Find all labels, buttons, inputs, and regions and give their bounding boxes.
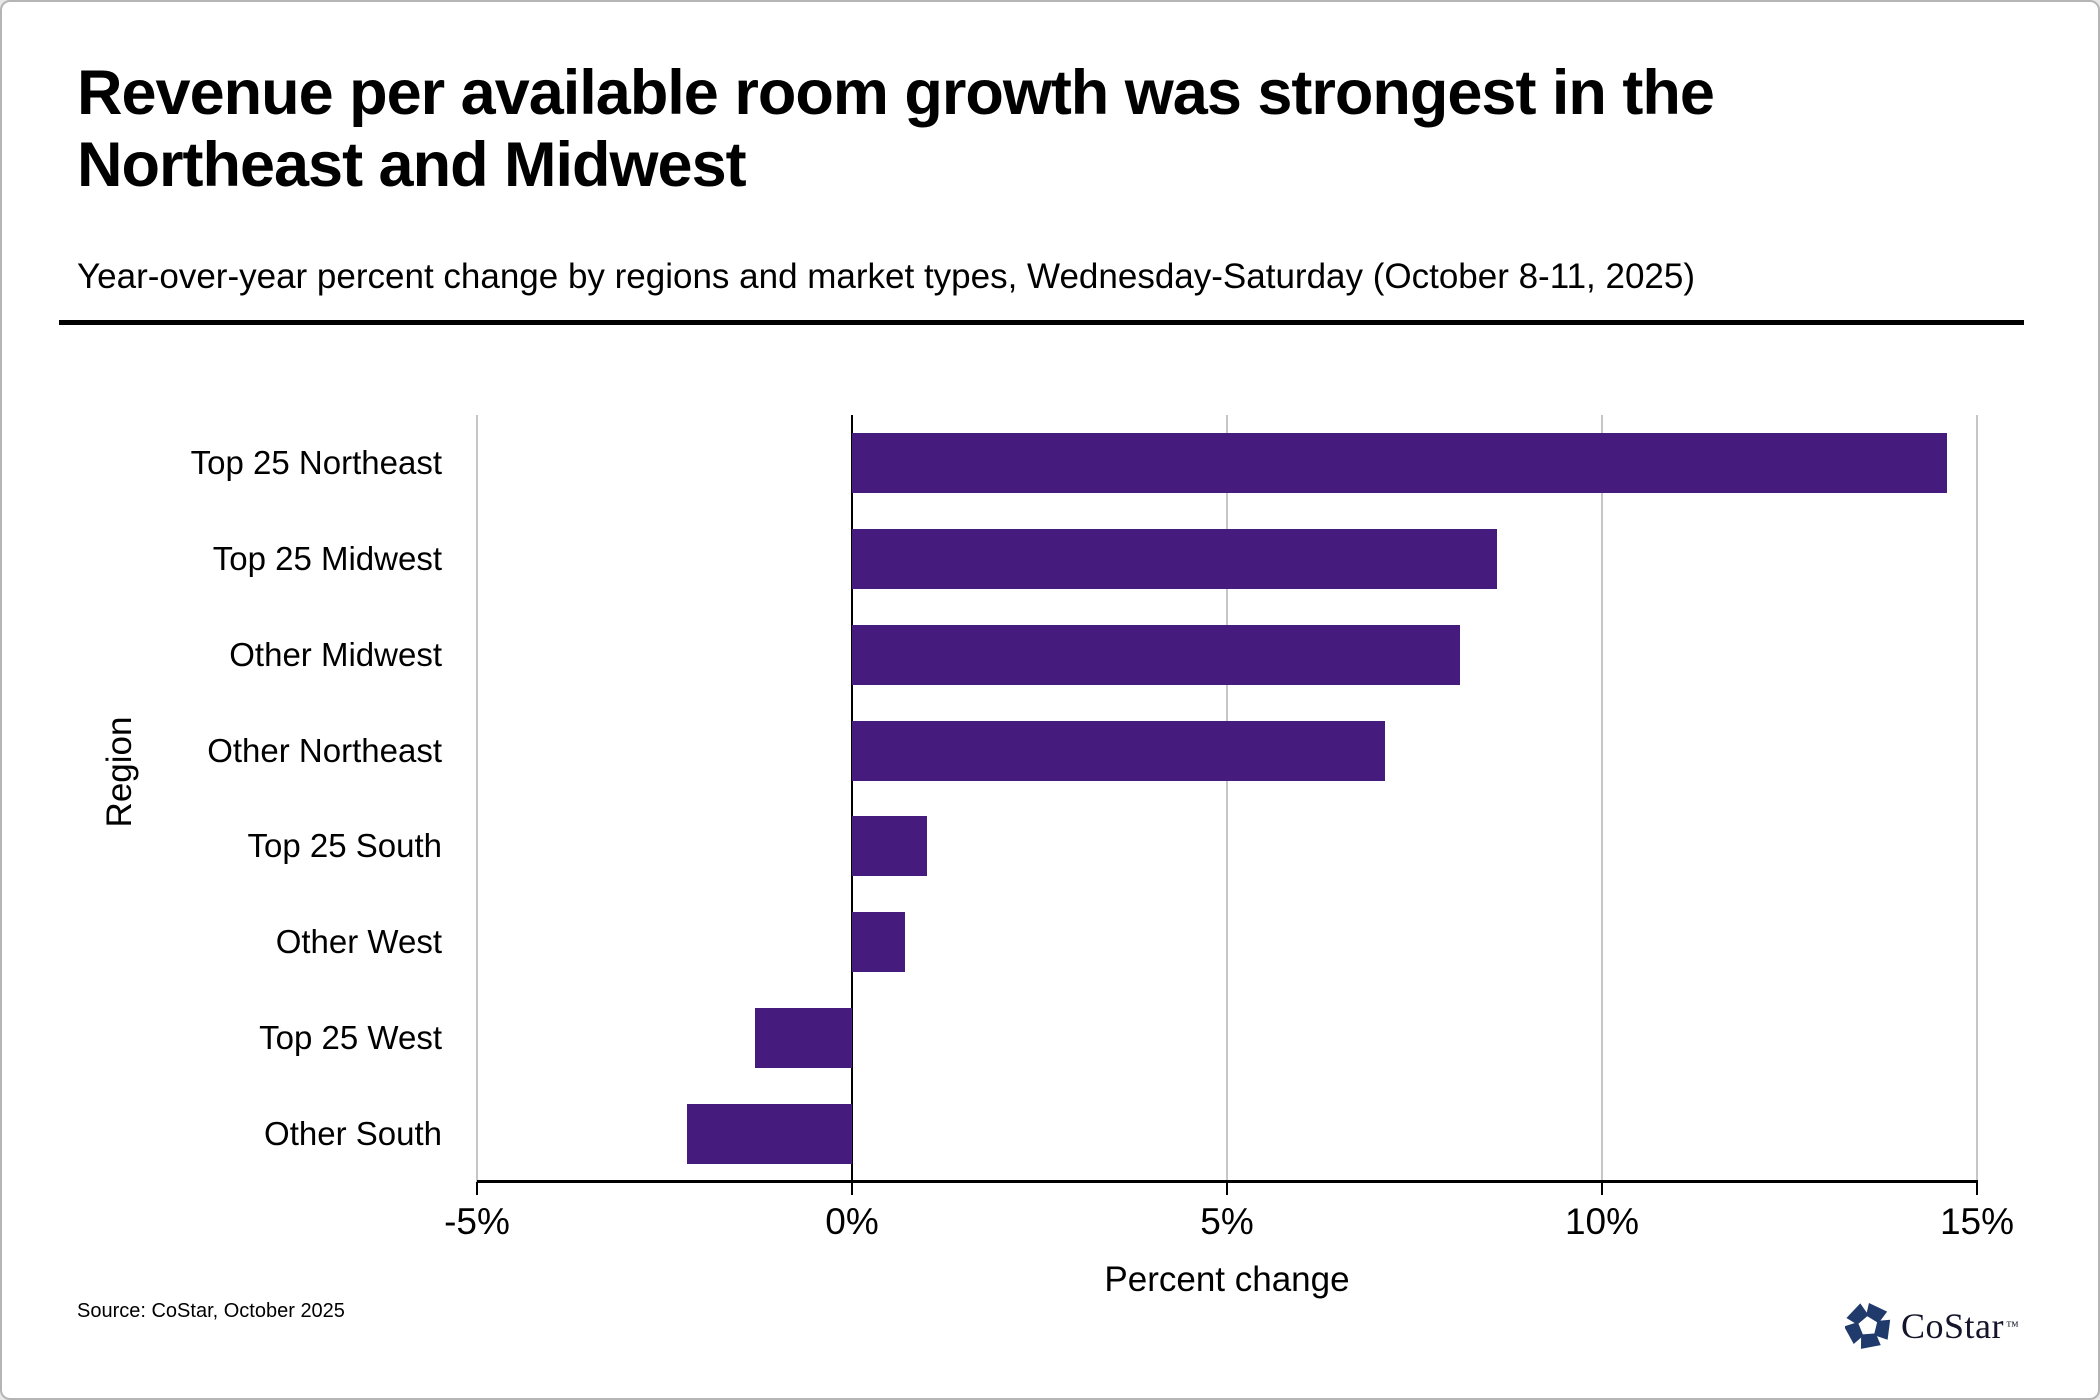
source-note: Source: CoStar, October 2025 [77,1300,345,1322]
category-label: Top 25 South [247,827,443,865]
bar [852,432,1947,493]
bar [852,624,1460,685]
costar-logo: CoStar ™ [1845,1300,2019,1352]
bar [687,1104,852,1165]
x-gridline [476,415,478,1182]
bar [852,912,905,973]
title-line-1: Revenue per available room growth was st… [77,58,1715,128]
bar-chart-plot-area: -5% 0% 5% 10% 15% Top 25 Northeast Top 25 Midw… [191,415,2014,1299]
category-label: Top 25 Midwest [212,539,442,577]
x-tick-label: -5% [444,1201,510,1242]
x-tick-mark [1226,1182,1228,1195]
x-tick-label: 0% [825,1201,879,1242]
category-label: Top 25 Northeast [190,443,442,481]
x-tick-mark [1976,1182,1978,1195]
x-tick-label: 5% [1200,1201,1254,1242]
bar [852,816,927,877]
x-tick-label: 10% [1564,1201,1640,1242]
y-axis-title: Region [100,716,139,828]
x-tick-label: 15% [1939,1201,2015,1242]
x-axis-line [477,1180,1978,1183]
bar [852,720,1385,781]
category-label: Top 25 West [259,1019,442,1057]
x-axis-title: Percent change [1104,1260,1350,1299]
category-label: Other Northeast [207,731,442,769]
x-tick-mark [476,1182,478,1195]
x-tick-mark [851,1182,853,1195]
x-gridline [1226,415,1228,1182]
category-label: Other South [264,1115,442,1153]
x-gridline [851,415,853,1182]
title-line-2: Northeast and Midwest [77,130,747,201]
costar-logo-text: CoStar [1901,1306,2005,1346]
costar-pinwheel-icon [1845,1303,1891,1349]
bar [754,1008,852,1069]
costar-trademark: ™ [2006,1318,2019,1333]
x-gridline [1601,415,1603,1182]
title-divider-rule [59,320,2024,325]
category-label: Other West [275,923,442,961]
category-label: Other Midwest [229,635,442,673]
page-title: Revenue per available room growth was st… [77,57,2027,202]
page-subtitle: Year-over-year percent change by regions… [77,257,1696,296]
x-gridline [1976,415,1978,1182]
x-tick-mark [1601,1182,1603,1195]
bar [852,528,1497,589]
